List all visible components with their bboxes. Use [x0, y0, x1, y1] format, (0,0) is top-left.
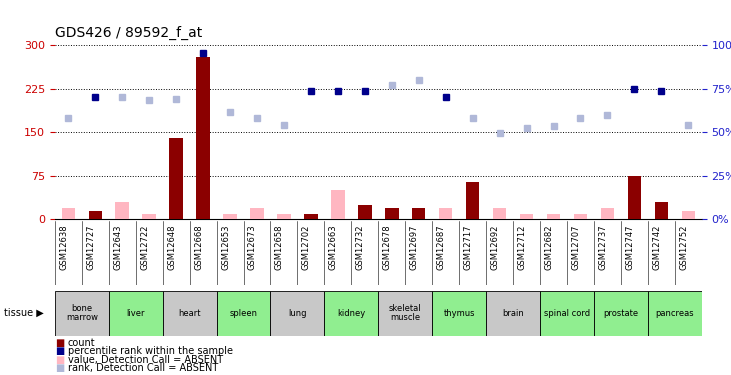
Bar	[547, 214, 560, 219]
Text: GSM12702: GSM12702	[302, 224, 311, 270]
Bar	[250, 208, 264, 219]
Text: GSM12653: GSM12653	[221, 224, 230, 270]
Text: GSM12658: GSM12658	[275, 224, 284, 270]
Text: ■: ■	[55, 355, 64, 364]
Text: thymus: thymus	[444, 309, 475, 318]
Text: GSM12697: GSM12697	[410, 224, 419, 270]
Bar	[540, 291, 594, 336]
Bar	[466, 182, 480, 219]
Text: lung: lung	[288, 309, 307, 318]
Text: GSM12742: GSM12742	[652, 224, 662, 270]
Text: skeletal
muscle: skeletal muscle	[389, 304, 422, 322]
Text: GSM12638: GSM12638	[59, 224, 68, 270]
Bar	[486, 291, 540, 336]
Bar	[654, 202, 668, 219]
Text: ■: ■	[55, 346, 64, 356]
Text: pancreas: pancreas	[656, 309, 694, 318]
Text: GSM12668: GSM12668	[194, 224, 203, 270]
Bar	[216, 291, 270, 336]
Text: ■: ■	[55, 363, 64, 373]
Bar	[61, 208, 75, 219]
Text: GSM12732: GSM12732	[356, 224, 365, 270]
Bar	[358, 205, 371, 219]
Text: GSM12673: GSM12673	[248, 224, 257, 270]
Text: heart: heart	[178, 309, 201, 318]
Text: GSM12663: GSM12663	[329, 224, 338, 270]
Bar	[432, 291, 486, 336]
Text: GSM12722: GSM12722	[140, 224, 149, 270]
Bar	[55, 291, 109, 336]
Text: prostate: prostate	[603, 309, 638, 318]
Bar	[412, 208, 425, 219]
Text: liver: liver	[126, 309, 145, 318]
Text: GSM12687: GSM12687	[436, 224, 446, 270]
Bar	[331, 190, 344, 219]
Text: GSM12707: GSM12707	[572, 224, 580, 270]
Bar	[304, 214, 318, 219]
Text: GSM12682: GSM12682	[545, 224, 553, 270]
Text: GDS426 / 89592_f_at: GDS426 / 89592_f_at	[55, 26, 202, 40]
Text: GSM12717: GSM12717	[463, 224, 473, 270]
Bar	[197, 57, 210, 219]
Bar	[88, 211, 102, 219]
Text: GSM12643: GSM12643	[113, 224, 122, 270]
Text: brain: brain	[502, 309, 524, 318]
Text: GSM12692: GSM12692	[491, 224, 499, 270]
Text: count: count	[68, 338, 96, 348]
Text: spleen: spleen	[230, 309, 257, 318]
Bar	[628, 176, 641, 219]
Bar	[385, 208, 398, 219]
Text: GSM12712: GSM12712	[518, 224, 526, 270]
Text: GSM12727: GSM12727	[86, 224, 95, 270]
Text: percentile rank within the sample: percentile rank within the sample	[68, 346, 233, 356]
Text: tissue ▶: tissue ▶	[4, 308, 43, 318]
Bar	[378, 291, 432, 336]
Bar	[520, 214, 534, 219]
Bar	[648, 291, 702, 336]
Bar	[574, 214, 587, 219]
Text: GSM12737: GSM12737	[599, 224, 607, 270]
Bar	[493, 208, 507, 219]
Bar	[325, 291, 378, 336]
Bar	[115, 202, 129, 219]
Bar	[270, 291, 325, 336]
Text: kidney: kidney	[337, 309, 366, 318]
Bar	[439, 208, 452, 219]
Text: GSM12752: GSM12752	[679, 224, 689, 270]
Bar	[109, 291, 162, 336]
Bar	[277, 214, 291, 219]
Text: GSM12648: GSM12648	[167, 224, 176, 270]
Text: ■: ■	[55, 338, 64, 348]
Text: bone
marrow: bone marrow	[66, 304, 98, 322]
Text: GSM12747: GSM12747	[626, 224, 635, 270]
Bar	[143, 214, 156, 219]
Bar	[223, 214, 237, 219]
Bar	[170, 138, 183, 219]
Text: GSM12678: GSM12678	[383, 224, 392, 270]
Bar	[601, 208, 614, 219]
Bar	[594, 291, 648, 336]
Bar	[162, 291, 216, 336]
Bar	[681, 211, 695, 219]
Text: rank, Detection Call = ABSENT: rank, Detection Call = ABSENT	[68, 363, 219, 373]
Text: spinal cord: spinal cord	[544, 309, 590, 318]
Text: value, Detection Call = ABSENT: value, Detection Call = ABSENT	[68, 355, 223, 364]
